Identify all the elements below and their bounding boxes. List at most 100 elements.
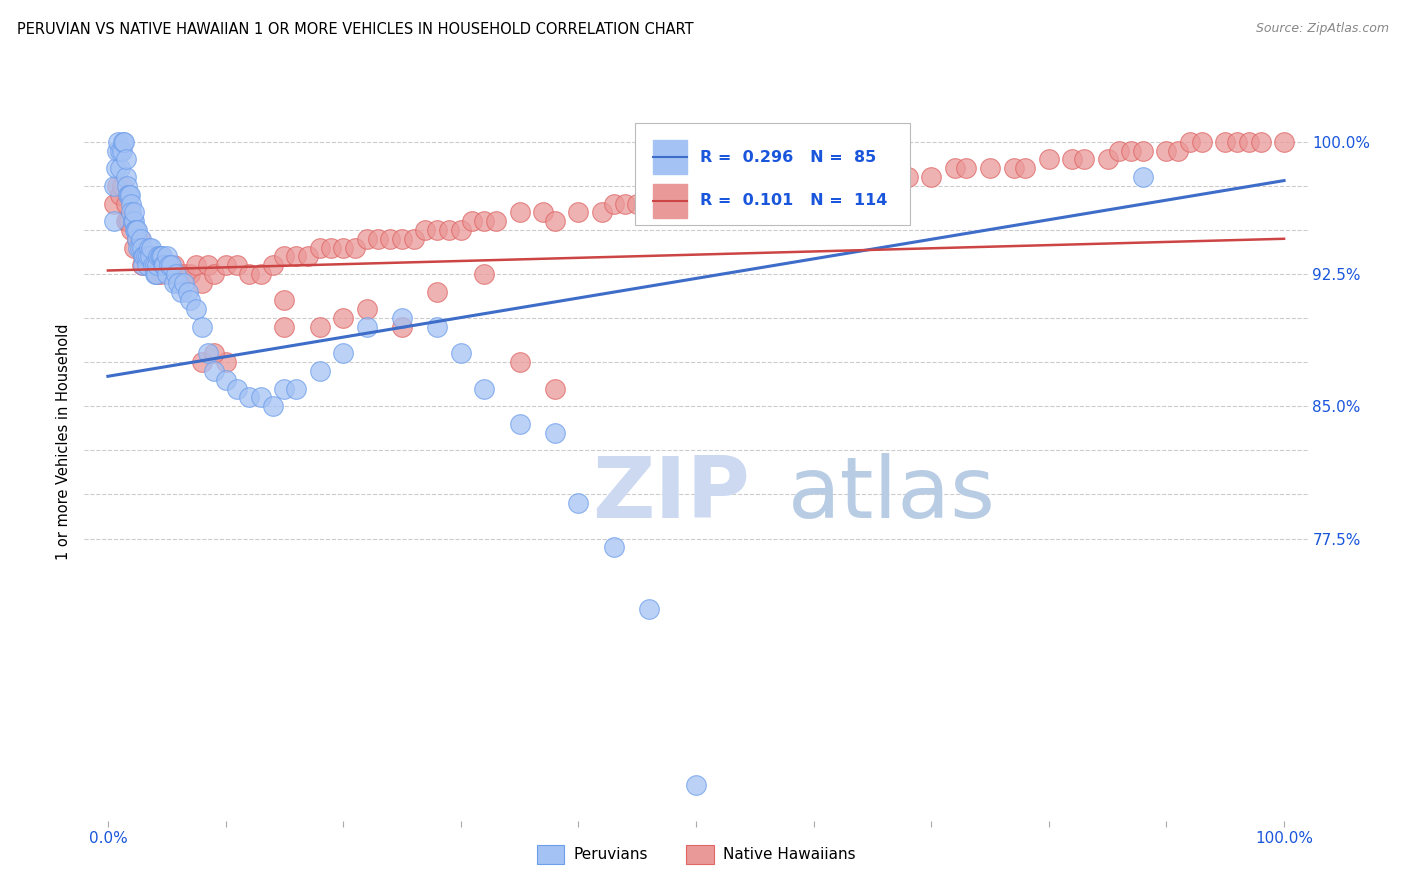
Point [122,241,145,255]
Point [131,258,153,272]
Point [531,205,554,219]
Point [920,169,942,184]
Point [114,169,136,184]
Point [150,249,173,263]
Point [184,302,207,317]
Point [120,196,142,211]
Y-axis label: 1 or more Vehicles in Household: 1 or more Vehicles in Household [56,323,72,560]
Point [214,373,236,387]
Point [105,161,128,176]
Point [860,169,883,184]
Text: PERUVIAN VS NATIVE HAWAIIAN 1 OR MORE VEHICLES IN HOUSEHOLD CORRELATION CHART: PERUVIAN VS NATIVE HAWAIIAN 1 OR MORE VE… [17,22,693,37]
Point [744,187,766,202]
Point [148,249,170,263]
Point [202,364,225,378]
Point [191,276,214,290]
Point [332,311,354,326]
Point [626,196,648,211]
Point [367,232,389,246]
Point [114,196,136,211]
Point [112,135,135,149]
Point [1108,144,1130,158]
Point [426,223,449,237]
Point [285,249,308,263]
Point [591,205,613,219]
Point [138,241,160,255]
Point [567,205,589,219]
Point [121,214,143,228]
Point [955,161,977,176]
Point [226,258,249,272]
Point [105,178,128,193]
Point [115,178,138,193]
Point [108,161,131,176]
Point [138,249,160,263]
Point [141,241,163,255]
Point [179,267,201,281]
Point [129,232,152,246]
Point [1097,153,1119,167]
Point [122,214,145,228]
Point [450,346,472,360]
Point [134,249,156,263]
Point [472,382,495,396]
Point [1178,135,1201,149]
Point [685,778,707,792]
Point [356,302,378,317]
Point [156,267,179,281]
Bar [654,184,688,218]
Point [197,346,219,360]
Point [709,187,731,202]
Point [437,223,460,237]
Point [122,205,145,219]
Point [191,320,214,334]
Point [755,187,778,202]
Point [1014,161,1036,176]
Point [127,223,149,237]
Point [163,276,186,290]
Point [115,214,138,228]
Point [127,232,149,246]
Point [132,258,155,272]
Point [1250,135,1272,149]
Point [143,267,166,281]
Point [426,285,449,299]
Point [125,223,148,237]
Point [132,249,155,263]
Point [156,249,179,263]
Point [308,241,330,255]
Point [111,178,134,193]
Point [391,320,413,334]
Point [321,241,343,255]
Point [803,178,825,193]
Point [149,267,172,281]
Point [273,249,295,263]
Point [1213,135,1236,149]
Point [544,425,567,440]
Point [135,249,157,263]
Point [103,196,125,211]
Point [167,276,190,290]
Point [544,382,567,396]
Point [567,496,589,510]
Point [157,258,180,272]
Point [146,258,169,272]
Point [149,249,172,263]
Point [214,258,236,272]
Point [127,241,149,255]
Point [1237,135,1260,149]
Point [112,135,135,149]
Point [897,169,920,184]
Point [142,249,165,263]
Point [214,355,236,369]
Point [391,232,413,246]
Point [107,135,129,149]
Point [273,382,295,396]
Point [156,258,179,272]
Point [308,320,330,334]
Point [285,382,308,396]
Point [485,214,508,228]
Point [509,205,531,219]
Point [179,293,201,308]
Point [120,223,142,237]
